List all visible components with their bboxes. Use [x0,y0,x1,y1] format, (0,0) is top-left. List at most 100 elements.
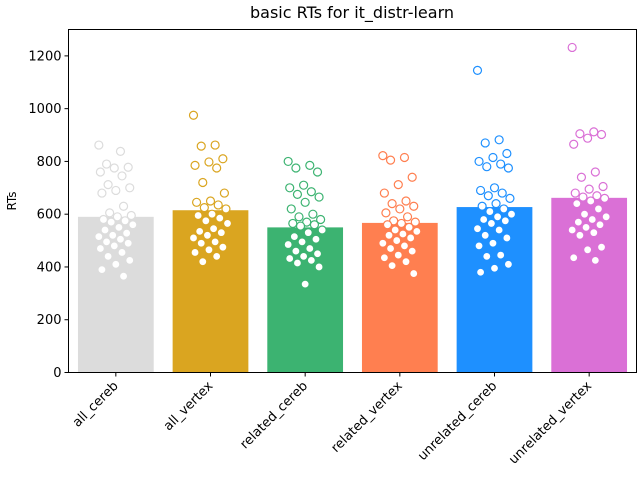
point-related_cereb [314,262,324,272]
point-related_cereb [292,258,303,268]
point-unrelated_vertex [595,220,605,230]
y-tick-label: 1000 [28,102,61,117]
point-related_cereb [283,239,293,250]
point-related_vertex [406,233,416,243]
point-related_vertex [404,222,414,232]
point-related_vertex [393,250,403,260]
point-related_vertex [381,208,391,218]
point-unrelated_cereb [497,188,507,198]
point-all_cereb [111,185,121,196]
point-all_vertex [191,197,202,207]
y-tick-label: 400 [37,260,62,275]
point-related_cereb [299,251,309,262]
point-all_cereb [105,208,115,218]
point-related_cereb [297,237,307,247]
point-related_cereb [305,160,315,170]
point-related_vertex [392,235,402,246]
point-unrelated_vertex [567,42,577,53]
point-related_vertex [387,199,397,209]
point-all_cereb [128,220,138,230]
point-related_vertex [385,155,396,165]
point-unrelated_cereb [499,204,509,214]
point-related_cereb [283,156,293,167]
point-all_cereb [114,222,124,232]
point-related_cereb [289,232,299,242]
point-unrelated_cereb [485,206,495,217]
point-unrelated_cereb [506,209,517,219]
y-tick-label: 0 [53,366,61,381]
point-all_vertex [221,204,231,214]
point-unrelated_cereb [474,241,484,251]
point-unrelated_cereb [500,216,510,226]
point-all_vertex [204,245,214,255]
point-all_vertex [218,154,228,164]
point-unrelated_cereb [482,251,492,262]
point-related_vertex [407,172,417,182]
bar-related_cereb [267,227,344,373]
y-tick-label: 600 [37,208,62,223]
point-unrelated_cereb [488,238,498,248]
point-unrelated_cereb [477,201,487,211]
point-all_cereb [109,163,119,173]
point-related_cereb [308,209,318,219]
point-related_vertex [396,218,406,229]
point-related_vertex [382,220,393,230]
point-related_vertex [412,226,422,236]
point-all_cereb [103,251,113,262]
point-related_vertex [379,188,389,198]
point-related_cereb [292,189,303,200]
point-related_vertex [409,268,419,279]
point-unrelated_vertex [578,192,588,202]
point-all_vertex [193,210,203,221]
point-related_cereb [285,183,295,193]
point-unrelated_cereb [480,230,490,240]
point-all_vertex [210,237,220,247]
x-axis: all_cereb all_vertex related_cereb related_… [70,372,595,468]
point-all_vertex [195,226,205,236]
point-unrelated_cereb [503,163,514,173]
point-related_vertex [390,225,400,235]
point-all_vertex [196,238,206,248]
point-all_cereb [98,214,109,225]
point-all_cereb [117,247,127,258]
point-all_cereb [101,237,112,247]
point-all_cereb [112,212,122,222]
point-related_cereb [291,163,301,173]
point-related_cereb [285,253,295,264]
point-unrelated_vertex [581,222,591,232]
point-related_vertex [393,180,403,190]
point-unrelated_vertex [593,204,604,214]
point-related_cereb [311,234,321,244]
point-related_vertex [410,217,420,227]
point-unrelated_vertex [596,242,607,252]
point-unrelated_cereb [502,148,512,159]
y-axis-label: RTs [5,191,19,210]
point-all_cereb [123,238,133,248]
point-unrelated_cereb [472,224,483,234]
point-all_vertex [199,202,209,213]
point-related_cereb [309,220,320,230]
point-related_vertex [385,243,396,254]
point-unrelated_vertex [583,133,593,143]
point-all_vertex [198,257,208,267]
y-tick-label: 800 [37,155,62,170]
point-unrelated_cereb [502,233,512,243]
point-unrelated_cereb [483,191,493,201]
point-unrelated_cereb [479,214,489,225]
point-unrelated_cereb [505,193,515,203]
point-all_cereb [101,159,112,169]
point-all_vertex [210,140,220,150]
point-unrelated_vertex [579,209,590,219]
point-unrelated_vertex [600,193,610,203]
point-unrelated_vertex [596,129,607,140]
point-unrelated_cereb [492,212,503,222]
point-related_vertex [402,212,413,222]
point-all_vertex [212,163,222,173]
point-related_cereb [300,197,310,207]
point-all_vertex [190,160,200,170]
point-all_cereb [95,167,105,177]
point-all_vertex [207,209,217,219]
point-unrelated_vertex [586,196,596,206]
y-tick-label: 200 [37,313,62,328]
point-unrelated_cereb [474,156,484,167]
